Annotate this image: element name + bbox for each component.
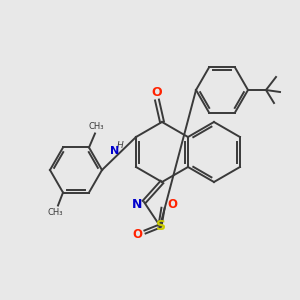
Text: H: H — [117, 141, 123, 150]
Text: O: O — [132, 227, 142, 241]
Text: N: N — [132, 197, 142, 211]
Text: S: S — [156, 219, 166, 233]
Text: CH₃: CH₃ — [88, 122, 104, 131]
Text: CH₃: CH₃ — [47, 208, 63, 217]
Text: O: O — [152, 85, 162, 98]
Text: O: O — [167, 197, 177, 211]
Text: N: N — [110, 146, 120, 157]
